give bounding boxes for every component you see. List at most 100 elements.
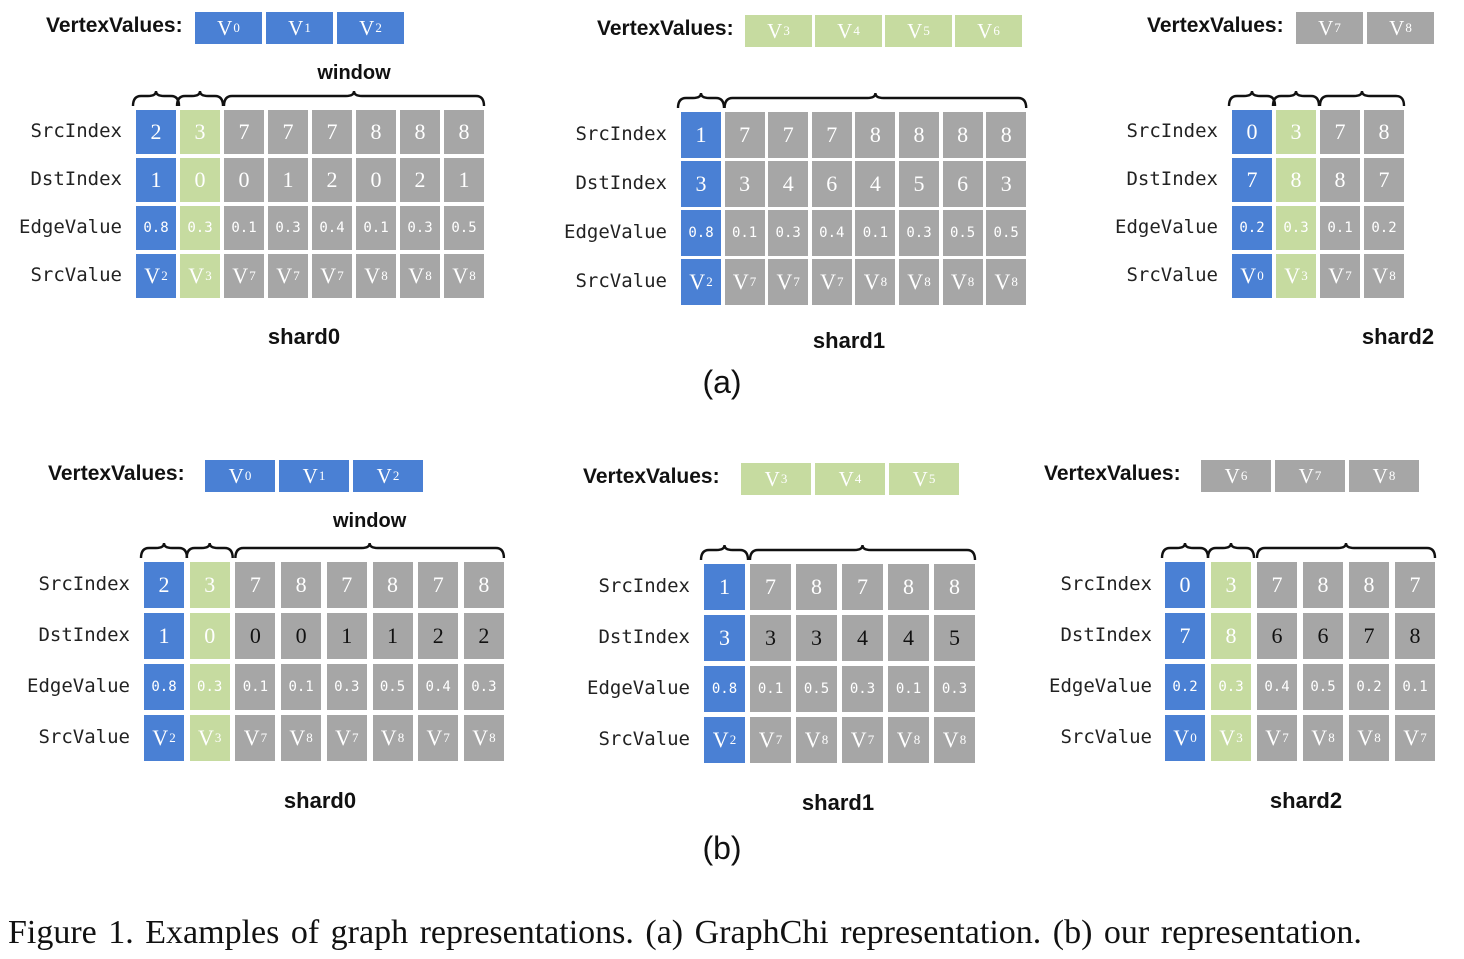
edge-cell-src: 7 <box>768 112 809 158</box>
edge-cell-dst: 8 <box>1211 613 1251 659</box>
edge-cell-dst: 5 <box>899 161 939 207</box>
edge-cell-src: 8 <box>942 112 983 158</box>
edge-cell-edge: 0.4 <box>811 210 852 256</box>
edge-cell-edge: 0.1 <box>224 206 264 250</box>
edge-cell-src: 3 <box>1276 110 1316 154</box>
panel-label: (b) <box>702 830 742 866</box>
edge-cell-edge: 0.1 <box>888 666 929 712</box>
edge-cell-edge: 0.5 <box>986 210 1027 256</box>
edge-cell-dst: 8 <box>1320 158 1360 202</box>
edge-cell-edge: 0.3 <box>899 210 939 256</box>
edge-cell-edge: 0.8 <box>704 666 745 712</box>
edge-cell-edge: 0.3 <box>189 664 230 710</box>
edge-cell-edge: 0.2 <box>1165 664 1205 710</box>
edge-cell-src: 7 <box>842 564 883 610</box>
edge-cell-dst: 0 <box>356 158 396 202</box>
edge-cell-src: 7 <box>268 110 308 154</box>
edge-cell-src: 8 <box>356 110 396 154</box>
edge-cell-dst: 3 <box>681 161 721 207</box>
row-label-srcindex: SrcIndex <box>1126 120 1218 142</box>
edge-cell-src: 8 <box>1303 562 1343 608</box>
edge-cell-edge: 0.3 <box>400 206 440 250</box>
edge-cell-dst: 1 <box>372 613 413 659</box>
edge-cell-dst: 2 <box>400 158 440 202</box>
edge-cell-src: 8 <box>281 562 322 608</box>
row-label-edgevalue: EdgeValue <box>1049 675 1152 697</box>
edge-cell-dst: 4 <box>855 161 896 207</box>
edge-cell-dst: 0 <box>189 613 230 659</box>
row-label-edgevalue: EdgeValue <box>587 677 690 699</box>
edge-cell-src: 3 <box>189 562 230 608</box>
edge-cell-edge: 0.3 <box>1276 206 1316 250</box>
edge-cell-src: 7 <box>724 112 765 158</box>
edge-cell-edge: 0.5 <box>1303 664 1343 710</box>
edge-cell-src: 7 <box>418 562 459 608</box>
edge-cell-src: 7 <box>312 110 352 154</box>
edge-cell-src: 3 <box>180 110 220 154</box>
window-brace <box>234 542 506 559</box>
window-brace <box>222 90 486 107</box>
vertex-values-label: VertexValues: <box>583 465 720 488</box>
interval-brace <box>131 90 181 107</box>
interval-brace <box>1160 542 1210 559</box>
edge-cell-edge: 0.8 <box>681 210 721 256</box>
edge-cell-dst: 0 <box>224 158 264 202</box>
row-label-srcvalue: SrcValue <box>575 270 667 292</box>
edge-cell-edge: 0.3 <box>842 666 883 712</box>
interval-brace <box>185 542 234 559</box>
edge-cell-dst: 6 <box>811 161 852 207</box>
edge-cell-edge: 0.5 <box>444 206 484 250</box>
edge-cell-edge: 0.2 <box>1349 664 1389 710</box>
row-label-edgevalue: EdgeValue <box>19 216 122 238</box>
edge-cell-edge: 0.5 <box>372 664 413 710</box>
edge-cell-src: 7 <box>1257 562 1297 608</box>
row-label-dstindex: DstIndex <box>598 626 690 648</box>
vertex-values-label: VertexValues: <box>46 14 183 37</box>
edge-cell-dst: 1 <box>444 158 484 202</box>
row-label-srcindex: SrcIndex <box>38 573 130 595</box>
edge-cell-edge: 0.1 <box>750 666 791 712</box>
edge-cell-edge: 0.1 <box>855 210 896 256</box>
edge-cell-dst: 4 <box>842 615 883 661</box>
edge-cell-edge: 0.2 <box>1232 206 1272 250</box>
edge-cell-dst: 8 <box>1395 613 1435 659</box>
edge-cell-src: 8 <box>986 112 1027 158</box>
edge-cell-src: 8 <box>1349 562 1389 608</box>
edge-cell-dst: 0 <box>180 158 220 202</box>
edge-cell-src: 8 <box>463 562 504 608</box>
edge-cell-dst: 1 <box>144 613 184 659</box>
edge-cell-dst: 3 <box>986 161 1027 207</box>
interval-brace <box>676 92 726 109</box>
interval-brace <box>1271 90 1321 107</box>
edge-cell-src: 7 <box>235 562 276 608</box>
edge-cell-dst: 3 <box>750 615 791 661</box>
edge-cell-src: 8 <box>444 110 484 154</box>
edge-cell-edge: 0.8 <box>144 664 184 710</box>
shard-title: shard1 <box>812 328 886 353</box>
